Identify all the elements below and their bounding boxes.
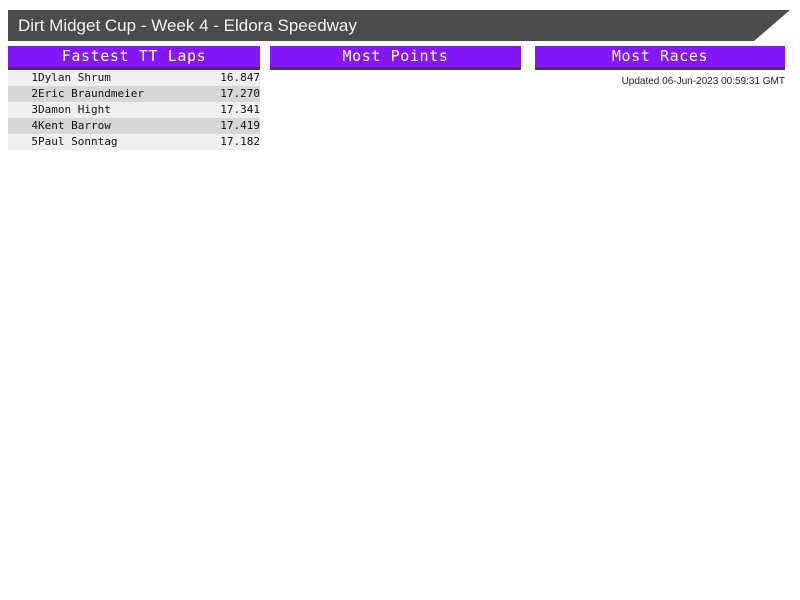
table-row[interactable]: 1 Dylan Shrum 16.847 [8,70,260,86]
cell-driver-name: Dylan Shrum [38,71,111,84]
table-row[interactable]: 5 Paul Sonntag 17.182 [8,134,260,150]
cell-driver-name: Eric Braundmeier [38,87,144,100]
panel-title-fastest-tt-laps: Fastest TT Laps [8,46,260,70]
panel-most-races: Most Races [535,46,785,70]
cell-driver-name: Damon Hight [38,103,111,116]
cell-value: 16.847 [220,71,260,84]
cell-driver-name: Kent Barrow [38,119,111,132]
cell-rank: 4 [31,119,38,132]
leaderboard-body: 1 Dylan Shrum 16.847 2 Eric Braundmeier 17.27… [8,70,260,150]
cell-value: 17.182 [220,135,260,148]
updated-timestamp: Updated 06-Jun-2023 00:59:31 GMT [621,76,785,87]
table-row[interactable]: 2 Eric Braundmeier 17.270 [8,86,260,102]
cell-value: 17.270 [220,87,260,100]
cell-driver-name: Paul Sonntag [38,135,118,148]
panel-fastest-tt-laps: Fastest TT Laps 1 Dylan Shrum 16.847 2 Eric … [8,46,260,150]
panel-title-most-points: Most Points [270,46,521,70]
leaderboard-fastest-tt-laps: 1 Dylan Shrum 16.847 2 Eric Braundmeier 17.27… [8,70,260,150]
page-title-banner: Dirt Midget Cup - Week 4 - Eldora Speedw… [8,10,790,41]
cell-rank: 2 [31,87,38,100]
page-title: Dirt Midget Cup - Week 4 - Eldora Speedw… [18,16,357,35]
panel-most-points: Most Points [270,46,521,70]
table-row[interactable]: 3 Damon Hight 17.341 [8,102,260,118]
cell-rank: 3 [31,103,38,116]
table-row[interactable]: 4 Kent Barrow 17.419 [8,118,260,134]
cell-rank: 1 [31,71,38,84]
title-banner-shape [8,10,790,41]
cell-value: 17.341 [220,103,260,116]
panel-title-most-races: Most Races [535,46,785,70]
cell-value: 17.419 [220,119,260,132]
cell-rank: 5 [31,135,38,148]
